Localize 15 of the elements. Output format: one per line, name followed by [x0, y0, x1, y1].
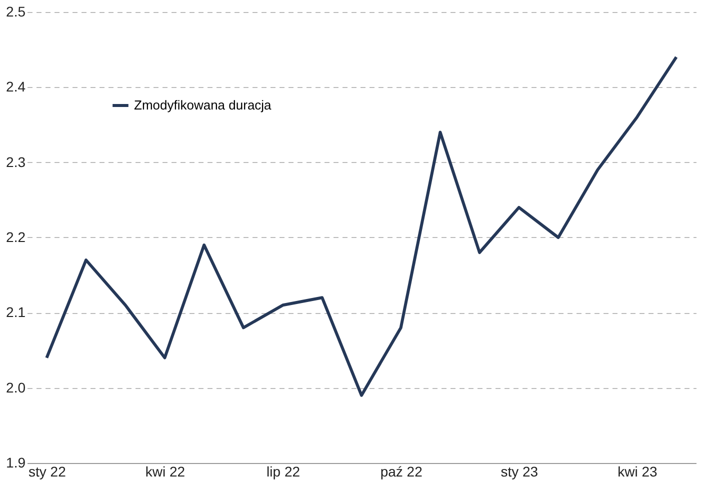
legend-label: Zmodyfikowana duracja — [134, 98, 272, 112]
y-tick-label: 2.4 — [6, 78, 26, 95]
x-tick-label: kwi 23 — [618, 464, 658, 480]
y-tick-label: 2.0 — [6, 379, 26, 396]
x-tick-label: paź 22 — [380, 464, 423, 480]
x-tick-label: sty 22 — [28, 464, 66, 480]
y-tick-label: 2.2 — [6, 229, 26, 245]
y-tick-label: 1.9 — [6, 454, 26, 470]
x-tick-label: lip 22 — [266, 464, 300, 480]
y-tick-label: 2.3 — [6, 154, 26, 170]
line-series — [45, 56, 678, 397]
y-tick-label: 2.1 — [6, 304, 26, 320]
y-tick-label: 2.5 — [6, 4, 26, 20]
x-tick-label: sty 23 — [500, 464, 538, 480]
x-tick-label: kwi 22 — [145, 464, 186, 480]
